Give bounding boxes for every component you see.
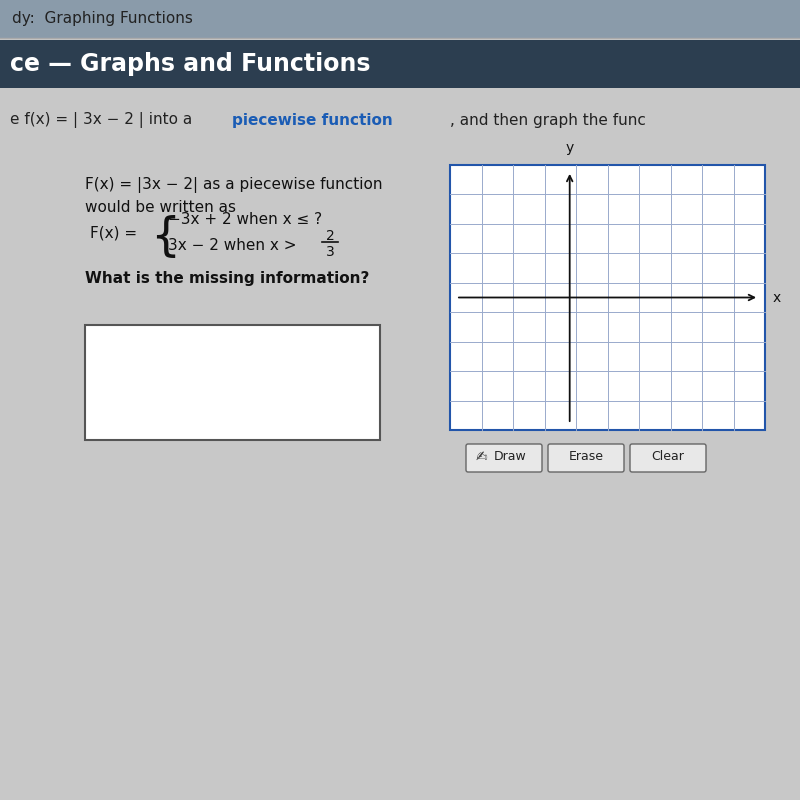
Text: piecewise function: piecewise function — [232, 113, 393, 127]
FancyBboxPatch shape — [450, 165, 765, 430]
FancyBboxPatch shape — [630, 444, 706, 472]
Text: ✍: ✍ — [476, 450, 488, 464]
Text: 3x − 2 when x >: 3x − 2 when x > — [168, 238, 302, 253]
Text: {: { — [150, 214, 180, 259]
Text: F(x) =: F(x) = — [90, 226, 142, 241]
Text: e f(x) = | 3x − 2 | into a: e f(x) = | 3x − 2 | into a — [10, 112, 197, 128]
FancyBboxPatch shape — [0, 0, 800, 38]
Text: F(x) = |3x − 2| as a piecewise function: F(x) = |3x − 2| as a piecewise function — [85, 177, 382, 193]
Text: −3x + 2 when x ≤ ?: −3x + 2 when x ≤ ? — [168, 213, 322, 227]
FancyBboxPatch shape — [466, 444, 542, 472]
Text: 3: 3 — [326, 245, 334, 259]
Text: dy:  Graphing Functions: dy: Graphing Functions — [12, 11, 193, 26]
Text: , and then graph the func: , and then graph the func — [450, 113, 646, 127]
Text: 2: 2 — [326, 229, 334, 243]
FancyBboxPatch shape — [0, 88, 800, 800]
Text: Draw: Draw — [494, 450, 526, 463]
Text: Clear: Clear — [651, 450, 685, 463]
Text: Graph f(x) = |3x − 2|.: Graph f(x) = |3x − 2|. — [455, 177, 638, 193]
FancyBboxPatch shape — [85, 325, 380, 440]
FancyBboxPatch shape — [548, 444, 624, 472]
Text: Erase: Erase — [569, 450, 603, 463]
FancyBboxPatch shape — [0, 40, 800, 88]
Text: would be written as: would be written as — [85, 199, 236, 214]
Text: What is the missing information?: What is the missing information? — [85, 270, 370, 286]
Text: y: y — [566, 141, 574, 155]
Text: x: x — [773, 290, 782, 305]
Text: ce — Graphs and Functions: ce — Graphs and Functions — [10, 52, 370, 76]
